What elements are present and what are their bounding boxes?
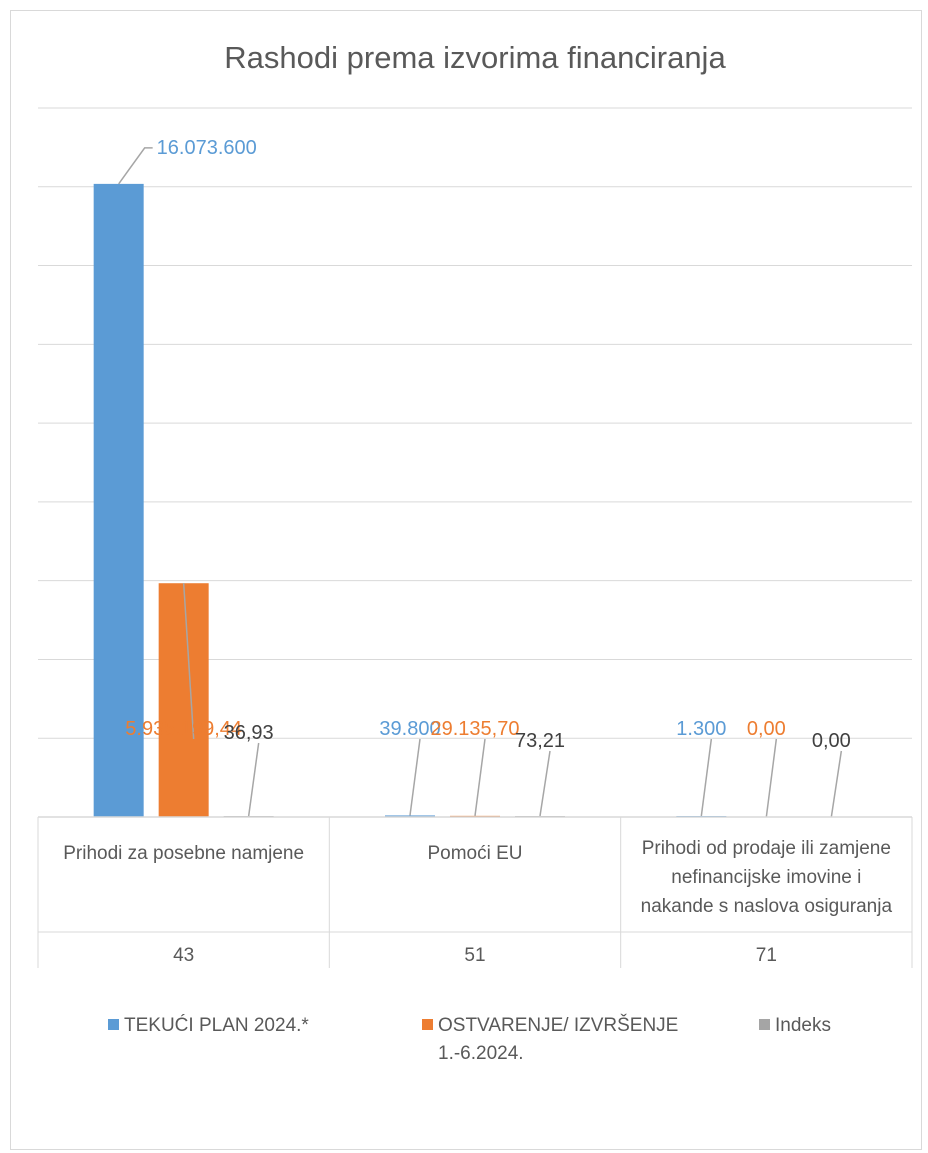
legend-label-ostvarenje-line2: 1.-6.2024. <box>438 1043 524 1064</box>
category-label: Prihodi od prodaje ili zamjene <box>642 838 891 859</box>
category-label: nakande s naslova osiguranja <box>641 896 893 917</box>
bar <box>93 183 144 817</box>
leader-line <box>118 147 153 185</box>
legend-item-plan: TEKUĆI PLAN 2024.* <box>108 1012 309 1040</box>
data-label: 73,21 <box>515 730 565 752</box>
bar <box>385 815 435 817</box>
data-label: 36,93 <box>224 722 274 744</box>
data-label: 0,00 <box>812 730 851 752</box>
leader-line <box>182 583 195 740</box>
legend-swatch-ostvarenje <box>422 1019 433 1030</box>
legend-swatch-indeks <box>759 1019 770 1030</box>
data-label: 16.073.600 <box>157 137 257 159</box>
category-label: Prihodi za posebne namjene <box>63 843 304 864</box>
data-label: 1.300 <box>676 718 726 740</box>
category-code: 71 <box>756 945 777 966</box>
bars <box>93 183 727 817</box>
chart-title: Rashodi prema izvorima financiranja <box>224 40 726 75</box>
data-label: 0,00 <box>747 718 786 740</box>
category-code: 43 <box>173 945 194 966</box>
leader-line <box>247 742 260 817</box>
category-axis: Prihodi za posebne namjene 43 Pomoći EU 51 P… <box>37 816 913 968</box>
category-label: nefinancijske imovine i <box>671 867 861 888</box>
data-label: 29.135,70 <box>431 718 520 740</box>
data-label: 5.935.199,44 <box>125 718 242 740</box>
legend-item-indeks: Indeks <box>759 1012 831 1040</box>
legend-label-ostvarenje-line1: OSTVARENJE/ IZVRŠENJE <box>438 1015 679 1036</box>
bar <box>158 583 209 817</box>
legend-label-plan: TEKUĆI PLAN 2024.* <box>124 1015 309 1036</box>
legend-label-indeks: Indeks <box>775 1015 831 1036</box>
leader-line <box>830 750 843 818</box>
leader-line <box>700 738 713 817</box>
data-labels: 16.073.600 39.800 1.300 5.935.199,44 29.135,… <box>118 137 851 818</box>
leader-line <box>474 738 486 816</box>
category-label: Pomoći EU <box>427 843 522 864</box>
leader-line <box>539 750 551 817</box>
legend-item-ostvarenje: OSTVARENJE/ IZVRŠENJE 1.-6.2024. <box>422 1012 678 1068</box>
data-label: 39.800 <box>379 718 440 740</box>
leader-line <box>765 738 778 818</box>
chart-frame <box>10 10 922 1150</box>
leader-line <box>409 738 421 816</box>
legend-swatch-plan <box>108 1019 119 1030</box>
category-code: 51 <box>464 945 485 966</box>
